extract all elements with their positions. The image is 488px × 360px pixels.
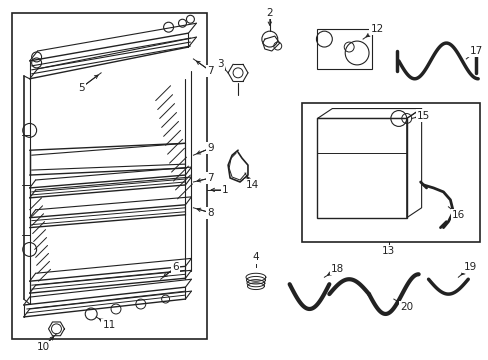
Text: 2: 2 bbox=[266, 8, 273, 18]
Text: 8: 8 bbox=[206, 208, 213, 218]
Text: 16: 16 bbox=[451, 210, 464, 220]
Text: 13: 13 bbox=[382, 247, 395, 256]
Bar bbox=[301, 103, 479, 242]
Bar bbox=[317, 118, 406, 218]
Text: 5: 5 bbox=[78, 83, 84, 93]
Text: 10: 10 bbox=[37, 342, 50, 352]
Text: 9: 9 bbox=[206, 143, 213, 153]
Text: 20: 20 bbox=[399, 302, 412, 312]
Text: 15: 15 bbox=[416, 111, 429, 121]
Text: 14: 14 bbox=[245, 180, 258, 190]
Bar bbox=[12, 13, 207, 339]
Text: 17: 17 bbox=[468, 46, 482, 56]
Text: 18: 18 bbox=[330, 264, 343, 274]
Bar bbox=[317, 29, 371, 69]
Text: 1: 1 bbox=[222, 185, 228, 195]
Text: 7: 7 bbox=[206, 173, 213, 183]
Text: 11: 11 bbox=[102, 320, 116, 330]
Text: 6: 6 bbox=[172, 262, 179, 272]
Text: 4: 4 bbox=[252, 252, 259, 262]
Text: 7: 7 bbox=[206, 66, 213, 76]
Text: 12: 12 bbox=[369, 24, 383, 34]
Text: 19: 19 bbox=[463, 262, 476, 272]
Text: 3: 3 bbox=[217, 59, 223, 69]
